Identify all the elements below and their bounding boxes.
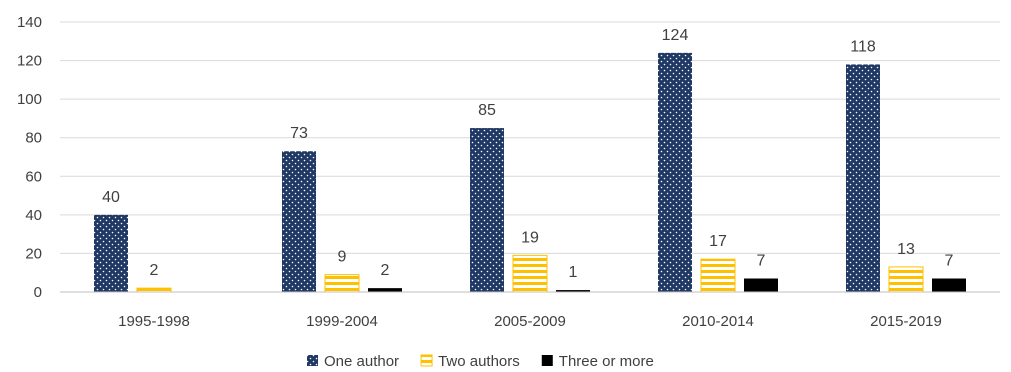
grid-lines bbox=[60, 21, 1000, 293]
x-tick-label: 2015-2019 bbox=[870, 313, 942, 330]
bar-one-author-1995-1998 bbox=[94, 214, 128, 292]
legend-label: One author bbox=[324, 353, 399, 370]
legend-item-one-author: One author bbox=[307, 353, 399, 370]
legend-swatch bbox=[307, 355, 318, 366]
bar-one-author-2005-2009 bbox=[470, 128, 504, 292]
x-axis: 1995-1998 1999-2004 2005-2009 2010-2014 2015… bbox=[60, 291, 1000, 330]
bar-three-or-more-2005-2009 bbox=[556, 290, 590, 292]
legend: One author Two authors Three or more bbox=[307, 353, 654, 370]
bar-two-authors-2010-2014 bbox=[700, 258, 736, 293]
legend-label: Two authors bbox=[438, 353, 520, 370]
y-tick-label: 0 bbox=[34, 284, 42, 301]
y-tick-label: 120 bbox=[17, 53, 42, 70]
data-label: 124 bbox=[662, 27, 689, 44]
data-label: 85 bbox=[478, 102, 496, 119]
bar-three-or-more-2015-2019 bbox=[932, 278, 966, 292]
y-tick-label: 40 bbox=[25, 207, 42, 224]
data-label: 40 bbox=[102, 189, 120, 206]
data-label: 118 bbox=[850, 38, 876, 55]
bar-two-authors-1999-2004 bbox=[324, 274, 360, 293]
y-axis: 0 20 40 60 80 100 120 140 bbox=[17, 14, 42, 301]
data-label: 7 bbox=[757, 253, 766, 270]
data-label: 1 bbox=[569, 264, 578, 281]
data-label: 19 bbox=[521, 229, 539, 246]
y-tick-label: 80 bbox=[25, 130, 42, 147]
data-label: 73 bbox=[290, 125, 308, 142]
bar-three-or-more-2010-2014 bbox=[744, 278, 778, 292]
data-label: 2 bbox=[150, 262, 159, 279]
y-tick-label: 100 bbox=[17, 91, 42, 108]
legend-label: Three or more bbox=[559, 353, 654, 370]
y-tick-label: 60 bbox=[25, 168, 42, 185]
bar-two-authors-2005-2009 bbox=[512, 254, 548, 293]
bar-two-authors-1995-1998 bbox=[136, 287, 172, 293]
legend-swatch bbox=[541, 355, 553, 366]
bar-one-author-2010-2014 bbox=[658, 52, 692, 292]
bars bbox=[94, 52, 966, 293]
y-tick-label: 20 bbox=[25, 245, 42, 262]
legend-swatch bbox=[420, 354, 433, 367]
bar-two-authors-2015-2019 bbox=[888, 266, 924, 293]
x-tick-label: 2010-2014 bbox=[682, 313, 754, 330]
data-label: 7 bbox=[945, 253, 954, 270]
y-tick-label: 140 bbox=[17, 14, 42, 31]
data-label: 13 bbox=[897, 241, 915, 258]
data-labels: 40 2 73 9 2 85 19 1 124 17 7 118 13 7 bbox=[102, 27, 953, 281]
legend-item-three-or-more: Three or more bbox=[541, 353, 654, 370]
legend-item-two-authors: Two authors bbox=[420, 353, 520, 370]
data-label: 2 bbox=[381, 262, 390, 279]
x-tick-label: 2005-2009 bbox=[494, 313, 566, 330]
x-tick-label: 1999-2004 bbox=[306, 313, 378, 330]
x-tick-label: 1995-1998 bbox=[118, 313, 190, 330]
bar-three-or-more-1999-2004 bbox=[368, 288, 402, 292]
data-label: 17 bbox=[709, 233, 727, 250]
data-label: 9 bbox=[338, 249, 347, 266]
bar-one-author-1999-2004 bbox=[282, 151, 316, 292]
bar-one-author-2015-2019 bbox=[846, 64, 880, 292]
